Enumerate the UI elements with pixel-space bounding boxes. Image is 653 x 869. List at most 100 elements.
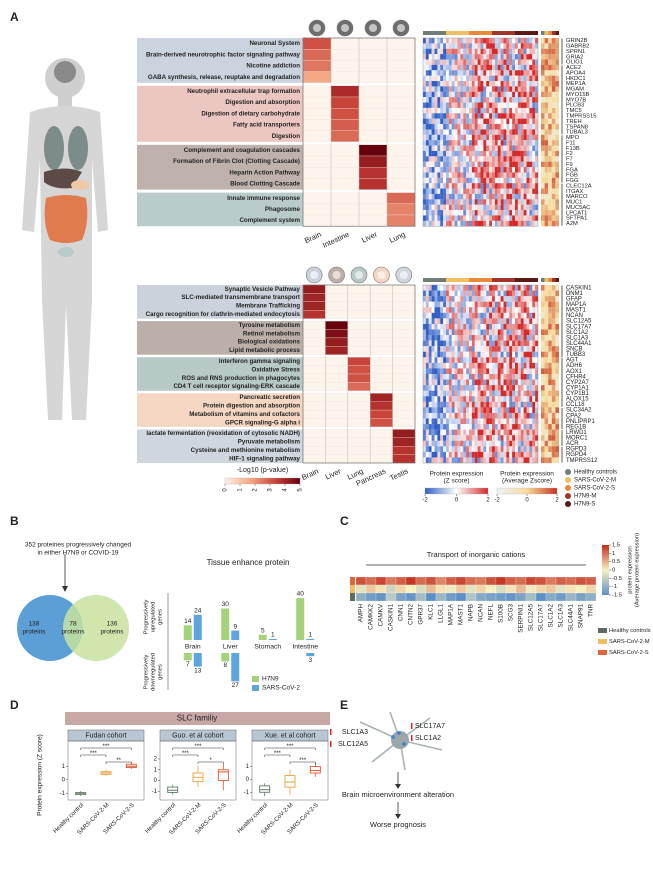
heatmap-cell (451, 193, 455, 200)
heatmap-cell (492, 215, 495, 221)
heatmap-cell (440, 451, 444, 458)
heatmap-cell (469, 401, 472, 408)
heatmap-cell (509, 457, 513, 464)
heatmap-cell (431, 81, 435, 87)
pathway-label: ROS and RNS production in phagocytes (182, 375, 301, 382)
heatmap-cell (523, 118, 527, 125)
heatmap-cell (517, 396, 521, 402)
heatmap-cell (431, 335, 435, 341)
heatmap-cell (515, 440, 518, 447)
heatmap-cell (525, 576, 537, 586)
heatmap-cell (431, 307, 435, 313)
heatmap-cell (471, 329, 475, 336)
heatmap-cell (428, 172, 432, 178)
heatmap-cell (423, 167, 426, 173)
bar (231, 653, 240, 682)
enrichment-cell-bg (347, 454, 371, 464)
heatmap-cell (460, 220, 464, 227)
heatmap-cell (440, 440, 444, 447)
heatmap-cell (428, 368, 432, 375)
heatmap-cell (457, 290, 461, 297)
gene-label: APOA4 (566, 70, 586, 76)
heatmap-cell (471, 220, 475, 227)
enrichment-cell-bg (392, 409, 416, 419)
heatmap-cell (497, 38, 501, 44)
heatmap-cell (529, 70, 533, 76)
heatmap-cell (509, 390, 513, 397)
heatmap-cell (434, 113, 438, 119)
enrichment-cell-bg (370, 357, 393, 366)
average-cell (551, 368, 556, 375)
heatmap-cell (494, 362, 498, 369)
heatmap-cell (535, 204, 539, 211)
heatmap-cell (443, 357, 447, 363)
heatmap-cell (532, 210, 536, 216)
average-cell (551, 54, 556, 60)
heatmap-cell (497, 285, 501, 291)
heatmap-cell (463, 193, 467, 200)
average-cell (541, 323, 545, 330)
heatmap-cell (503, 401, 507, 408)
heatmap-cell (509, 118, 513, 125)
heatmap-cell (446, 323, 449, 330)
enrichment-cell-bg (347, 393, 371, 402)
arrowhead (395, 784, 401, 789)
heatmap-cell (486, 59, 490, 65)
heatmap-cell (492, 75, 495, 82)
average-cell (544, 210, 549, 216)
heatmap-cell (463, 134, 467, 141)
heatmap-cell (463, 172, 467, 178)
heatmap-cell (486, 368, 490, 375)
heatmap-cell (494, 307, 498, 313)
heatmap-cell (515, 140, 518, 146)
heatmap-cell (492, 140, 495, 146)
heatmap-cell (480, 54, 484, 60)
average-cell (551, 91, 556, 98)
heatmap-cell (494, 312, 498, 319)
pathway-label: Digestion and absorption (225, 99, 300, 106)
average-cell (548, 412, 552, 419)
heatmap-cell (500, 75, 504, 82)
heatmap-cell (434, 301, 438, 308)
pathway-group-bg (137, 393, 303, 427)
heatmap-cell (526, 54, 530, 60)
heatmap-cell (509, 48, 513, 55)
heatmap-cell (585, 576, 597, 586)
heatmap-cell (492, 285, 495, 291)
heatmap-cell (446, 418, 449, 425)
heatmap-cell (425, 412, 429, 419)
heatmap-cell (431, 204, 435, 211)
heatmap-cell (512, 145, 516, 152)
heatmap-cell (509, 172, 513, 178)
heatmap-cell (431, 102, 435, 109)
heatmap-cell (526, 401, 530, 408)
heatmap-cell (405, 592, 417, 602)
heatmap-cell (515, 204, 518, 211)
heatmap-cell (497, 440, 501, 447)
heatmap-cell (437, 390, 441, 397)
heatmap-cell (469, 43, 472, 49)
heatmap-cell (489, 220, 493, 227)
heatmap-cell (509, 140, 513, 146)
heatmap-cell (500, 38, 504, 44)
heatmap-cell (535, 54, 539, 60)
enrichment-cell-bg (302, 409, 326, 419)
heatmap-cell (471, 296, 475, 302)
heatmap-cell (469, 340, 472, 347)
heatmap-cell (492, 43, 495, 49)
heatmap-cell (425, 329, 429, 336)
heatmap-cell (486, 323, 490, 330)
enrichment-cell-bg (392, 301, 416, 311)
heatmap-cell (437, 156, 441, 162)
average-cell (541, 145, 545, 152)
heatmap-cell (515, 48, 518, 55)
heatmap-cell (494, 129, 498, 135)
heatmap-cell (463, 290, 467, 297)
heatmap-cell (474, 346, 478, 352)
y-tick-label: 1 (62, 764, 66, 770)
heatmap-cell (480, 440, 484, 447)
heatmap-cell (483, 346, 487, 352)
average-cell (555, 43, 559, 49)
tissue-label: Intestine (321, 230, 351, 250)
heatmap-cell (460, 215, 464, 221)
